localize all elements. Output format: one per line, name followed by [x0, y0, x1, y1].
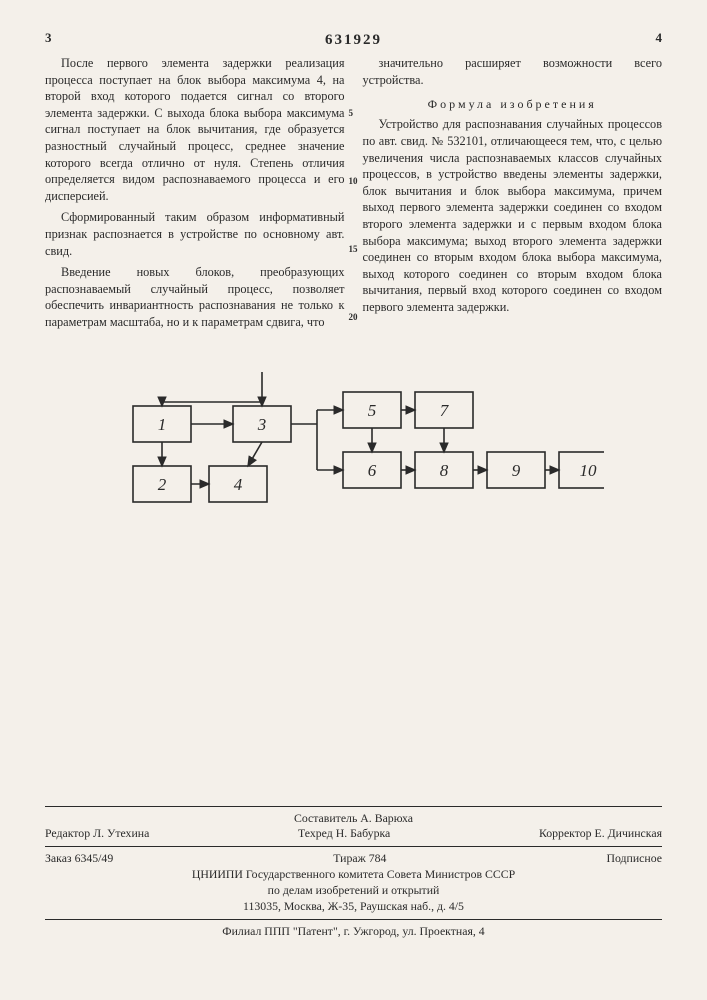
svg-text:10: 10 [579, 461, 597, 480]
para: После первого элемента задержки реализац… [45, 55, 345, 204]
addr-line: 113035, Москва, Ж-35, Раушская наб., д. … [45, 899, 662, 915]
page-num-left: 3 [45, 30, 52, 46]
line-mark: 5 [349, 107, 354, 119]
page: 3 4 631929 После первого элемента задерж… [0, 0, 707, 1000]
para: Введение новых блоков, преобразующих рас… [45, 264, 345, 330]
svg-text:9: 9 [511, 461, 520, 480]
svg-text:4: 4 [233, 475, 242, 494]
svg-text:2: 2 [157, 475, 166, 494]
svg-text:7: 7 [439, 401, 449, 420]
column-left: После первого элемента задержки реализац… [45, 55, 345, 336]
order-row: Заказ 6345/49 Тираж 784 Подписное [45, 851, 662, 867]
org-line: по делам изобретений и открытий [45, 883, 662, 899]
column-right: 5 10 15 20 значительно расширяет возможн… [363, 55, 663, 336]
svg-text:8: 8 [439, 461, 448, 480]
svg-text:5: 5 [367, 401, 376, 420]
para: Сформированный таким образом информативн… [45, 209, 345, 259]
line-mark: 20 [349, 311, 358, 323]
para: Устройство для распознавания случайных п… [363, 116, 663, 315]
footer: Составитель А. Варюха Редактор Л. Утехин… [45, 802, 662, 940]
page-num-right: 4 [656, 30, 663, 46]
formula-title: Формула изобретения [363, 96, 663, 112]
document-number: 631929 [45, 32, 662, 49]
credits-row: Редактор Л. Утехина Техред Н. Бабурка Ко… [45, 826, 662, 842]
org-line: ЦНИИПИ Государственного комитета Совета … [45, 867, 662, 883]
compiler-line: Составитель А. Варюха [45, 811, 662, 827]
text-columns: После первого элемента задержки реализац… [45, 55, 662, 336]
branch-line: Филиал ППП "Патент", г. Ужгород, ул. Про… [45, 924, 662, 940]
line-mark: 10 [349, 175, 358, 187]
block-diagram: 1 2 3 4 5 6 7 8 9 10 [104, 366, 604, 556]
para: значительно расширяет возможности всего … [363, 55, 663, 88]
svg-text:3: 3 [256, 415, 266, 434]
svg-text:6: 6 [367, 461, 376, 480]
svg-text:1: 1 [157, 415, 166, 434]
line-mark: 15 [349, 243, 358, 255]
